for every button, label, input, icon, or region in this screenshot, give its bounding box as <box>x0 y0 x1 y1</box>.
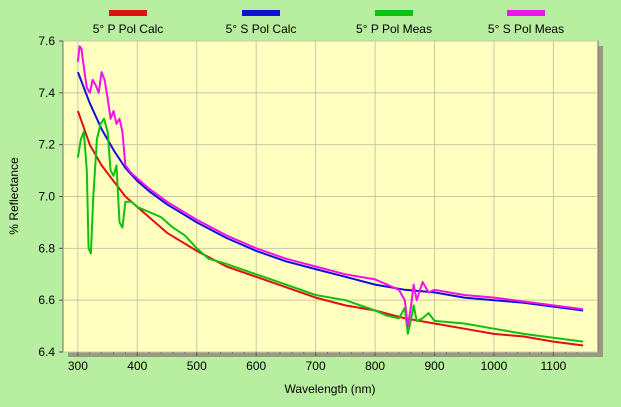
series-line-4 <box>76 45 584 328</box>
y-tick-label: 7.4 <box>38 86 55 100</box>
x-tick-label: 1100 <box>541 359 567 373</box>
y-tick-label: 7.6 <box>38 34 55 48</box>
x-tick-label: 900 <box>425 359 445 373</box>
y-axis-label: % Reflectance <box>7 157 21 235</box>
legend-swatch <box>242 10 280 16</box>
legend-label: 5° P Pol Meas <box>356 22 432 36</box>
grid <box>63 40 598 353</box>
legend: 5° P Pol Calc 5° S Pol Calc 5° P Pol Meas 5… <box>93 10 564 36</box>
series-line-1 <box>76 110 584 347</box>
x-tick-label: 700 <box>306 359 326 373</box>
x-axis-label: Wavelength (nm) <box>285 382 376 396</box>
axes: 300 400 500 600 700 800 900 1000 1100 6.4 6.6 6.8 7.… <box>38 34 578 373</box>
x-tick-label: 300 <box>68 359 88 373</box>
legend-label: 5° S Pol Meas <box>488 22 564 36</box>
x-tick-label: 800 <box>365 359 385 373</box>
series-line-3 <box>76 117 584 343</box>
y-tick-label: 6.4 <box>38 345 55 359</box>
y-tick-label: 7.0 <box>38 190 55 204</box>
legend-swatch <box>375 10 413 16</box>
x-tick-label: 600 <box>246 359 266 373</box>
legend-label: 5° P Pol Calc <box>93 22 164 36</box>
y-tick-label: 6.6 <box>38 293 55 307</box>
series-group <box>76 45 584 347</box>
legend-label: 5° S Pol Calc <box>226 22 297 36</box>
x-tick-label: 1000 <box>481 359 508 373</box>
legend-swatch <box>507 10 545 16</box>
legend-swatch <box>109 10 147 16</box>
y-tick-label: 7.2 <box>38 138 55 152</box>
x-tick-label: 500 <box>187 359 207 373</box>
y-tick-label: 6.8 <box>38 241 55 255</box>
series-line-2 <box>76 71 584 312</box>
x-tick-label: 400 <box>127 359 147 373</box>
